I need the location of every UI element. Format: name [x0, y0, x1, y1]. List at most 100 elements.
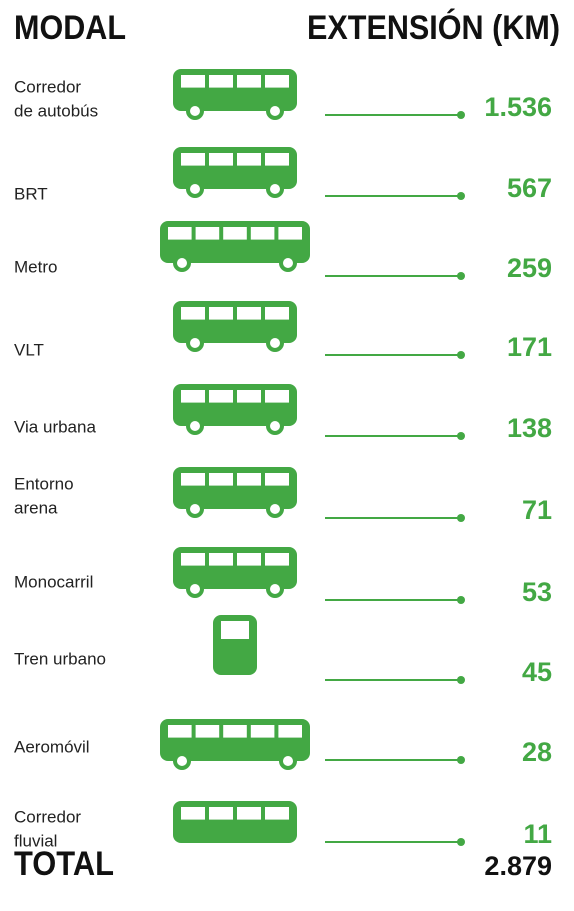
icon-window — [181, 473, 205, 486]
vehicle-icon — [173, 384, 297, 435]
icon-wheel — [186, 580, 204, 598]
vehicle-icon — [173, 301, 297, 352]
row-value: 71 — [522, 495, 552, 525]
icon-window — [181, 153, 205, 166]
total-label: TOTAL — [14, 845, 114, 883]
row-label: Corredor — [14, 77, 81, 96]
leader-dot — [457, 514, 465, 522]
leader-dot — [457, 756, 465, 764]
icon-window — [223, 227, 247, 240]
vehicle-icon — [160, 221, 310, 272]
icon-wheel — [186, 102, 204, 120]
icon-window — [250, 227, 275, 240]
vehicle-icon — [160, 719, 310, 770]
icon-wheel — [266, 180, 284, 198]
icon-wheel — [186, 500, 204, 518]
icon-window — [265, 75, 289, 88]
row-value: 53 — [522, 577, 552, 607]
icon-window — [195, 725, 220, 738]
leader-dot — [457, 676, 465, 684]
leader-dot — [457, 596, 465, 604]
icon-window — [181, 307, 205, 320]
row-value: 138 — [507, 413, 552, 443]
icon-window — [265, 390, 289, 403]
icon-window — [168, 725, 192, 738]
row-label: Metro — [14, 257, 57, 276]
icon-window — [209, 307, 233, 320]
icon-window — [209, 390, 233, 403]
vehicle-icon — [173, 467, 297, 518]
icon-wheel — [266, 334, 284, 352]
vehicle-icon — [173, 801, 297, 843]
vehicle-icon — [173, 547, 297, 598]
icon-window — [237, 473, 261, 486]
row-value: 28 — [522, 737, 552, 767]
icon-wheel — [173, 254, 191, 272]
icon-wheel — [186, 334, 204, 352]
row-label: Monocarril — [14, 572, 93, 591]
row-label: Corredor — [14, 807, 81, 826]
row-label: arena — [14, 498, 58, 517]
icon-window — [181, 807, 205, 820]
row-value: 1.536 — [484, 92, 552, 122]
icon-window — [237, 307, 261, 320]
leader-dot — [457, 272, 465, 280]
icon-window — [237, 153, 261, 166]
icon-window — [221, 621, 249, 639]
icon-window — [237, 553, 261, 566]
icon-window — [265, 553, 289, 566]
icon-wheel — [186, 417, 204, 435]
icon-window — [278, 725, 302, 738]
icon-window — [250, 725, 275, 738]
leader-dot — [457, 111, 465, 119]
vehicle-icon — [213, 615, 257, 675]
row-label: Entorno — [14, 474, 74, 493]
icon-wheel — [266, 102, 284, 120]
icon-wheel — [266, 500, 284, 518]
row-label: BRT — [14, 184, 48, 203]
row-label: Via urbana — [14, 417, 96, 436]
icon-window — [181, 75, 205, 88]
icon-wheel — [279, 254, 297, 272]
icon-window — [181, 553, 205, 566]
vehicle-icon — [173, 147, 297, 198]
leader-dot — [457, 192, 465, 200]
row-value: 45 — [522, 657, 552, 687]
icon-window — [265, 153, 289, 166]
row-label: Tren urbano — [14, 649, 106, 668]
icon-wheel — [266, 417, 284, 435]
leader-dot — [457, 432, 465, 440]
row-value: 567 — [507, 173, 552, 203]
total-value: 2.879 — [484, 851, 552, 881]
header-left: MODAL — [14, 9, 126, 47]
icon-window — [209, 807, 233, 820]
icon-window — [209, 153, 233, 166]
leader-dot — [457, 838, 465, 846]
icon-wheel — [266, 580, 284, 598]
row-label: fluvial — [14, 831, 57, 850]
icon-window — [265, 473, 289, 486]
row-label: Aeromóvil — [14, 737, 90, 756]
row-value: 171 — [507, 332, 552, 362]
vehicle-icon — [173, 69, 297, 120]
row-value: 11 — [523, 819, 552, 849]
icon-window — [181, 390, 205, 403]
icon-window — [195, 227, 220, 240]
icon-wheel — [279, 752, 297, 770]
row-label: VLT — [14, 340, 44, 359]
icon-window — [168, 227, 192, 240]
row-label: de autobús — [14, 101, 98, 120]
icon-window — [265, 307, 289, 320]
icon-window — [265, 807, 289, 820]
icon-window — [237, 807, 261, 820]
icon-window — [237, 75, 261, 88]
icon-window — [209, 473, 233, 486]
header-right: EXTENSIÓN (KM) — [307, 9, 560, 47]
icon-window — [237, 390, 261, 403]
icon-wheel — [186, 180, 204, 198]
icon-window — [223, 725, 247, 738]
icon-wheel — [173, 752, 191, 770]
row-value: 259 — [507, 253, 552, 283]
